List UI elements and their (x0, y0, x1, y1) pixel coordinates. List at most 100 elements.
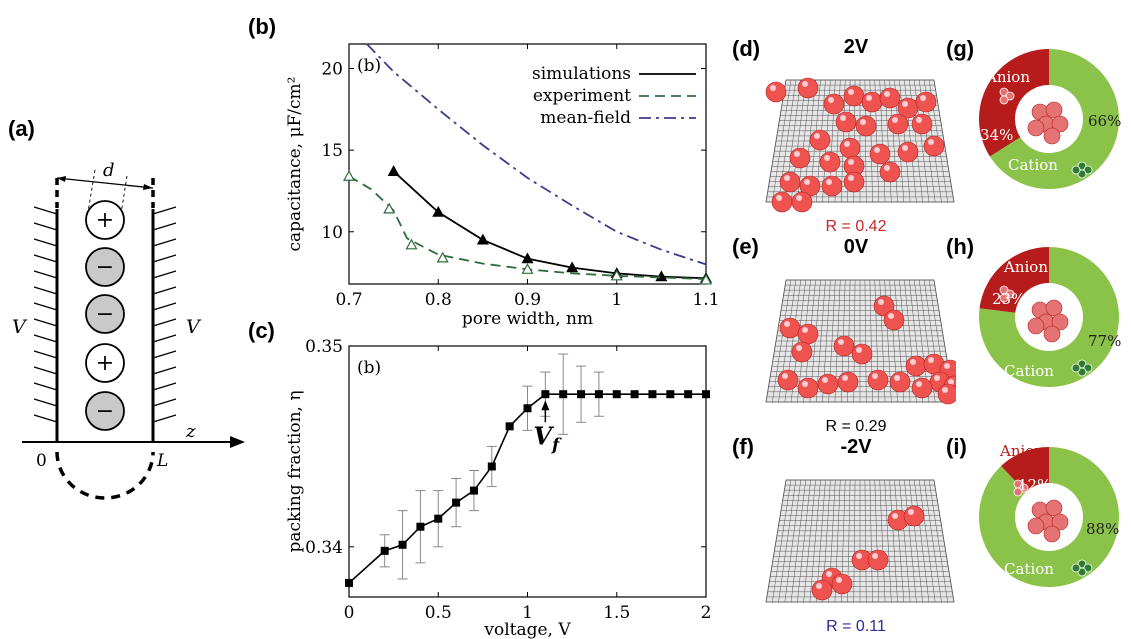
ion-highlight (784, 175, 790, 181)
cation-ion: + (85, 343, 125, 383)
ion-highlight (770, 85, 776, 91)
x-tick-label: 1.5 (603, 603, 630, 623)
ion-sign: − (96, 302, 114, 327)
anion-label: Anion (1003, 258, 1048, 276)
ion-sphere (889, 371, 911, 393)
anion-ion: − (85, 294, 125, 334)
series-line-mean-field (366, 43, 707, 266)
data-point-experiment (699, 273, 713, 285)
panel-label-c: (c) (248, 318, 275, 343)
ion-sphere (833, 335, 855, 357)
hatch-line (33, 302, 58, 311)
data-point (487, 462, 496, 471)
ion-sphere (923, 135, 945, 157)
ion-molecule-icon (1027, 101, 1069, 145)
ion-sphere (937, 383, 956, 405)
cation-percent: 88% (1086, 520, 1119, 538)
hatch-line (152, 414, 177, 423)
ion-sphere (861, 91, 883, 113)
anion-label: Anion (985, 68, 1030, 86)
anion-label: Anion (999, 442, 1044, 460)
simulation-snapshot: -2V R = 0.11 (756, 436, 956, 636)
ion-highlight (826, 571, 832, 577)
data-point-simulations (476, 233, 489, 245)
composition-donut: Anion 34% 66% Cation (979, 49, 1121, 189)
ion-highlight (804, 179, 810, 185)
legend-label: mean-field (540, 108, 631, 128)
ion-molecule-icon (1027, 299, 1069, 343)
panel-label-i: (i) (946, 434, 967, 459)
composition-donut: Anion 12% 88% Cation (979, 442, 1119, 587)
hatch-line (33, 238, 58, 247)
ion-sphere (843, 85, 865, 107)
cation-percent: 66% (1088, 112, 1121, 130)
x-tick-label: 0.7 (335, 290, 362, 310)
ion-sphere (905, 355, 927, 377)
graphene-sheet (765, 479, 955, 603)
ion-highlight (838, 339, 844, 345)
correlation-ratio: R = 0.42 (825, 218, 887, 235)
ion-highlight (908, 509, 914, 515)
cation-icon (1071, 559, 1093, 577)
ion-highlight (888, 313, 894, 319)
ion-highlight (848, 89, 854, 95)
ion-highlight (920, 95, 926, 101)
ion-highlight (892, 513, 898, 519)
ion-highlight (902, 101, 908, 107)
y-tick-label: 15 (321, 141, 343, 161)
ion-highlight (848, 159, 854, 165)
ion-highlight (802, 327, 808, 333)
data-point (594, 390, 603, 399)
y-tick-label: 0.35 (305, 337, 343, 357)
annotation-vf: Vf (533, 421, 562, 455)
ion-highlight (828, 97, 834, 103)
anion-percent: 23% (992, 290, 1025, 308)
ion-highlight (934, 375, 940, 381)
cation-label: Cation (1004, 560, 1054, 578)
data-point (577, 390, 586, 399)
ion-highlight (794, 151, 800, 157)
y-tick-label: 10 (321, 223, 343, 243)
v-left-label: V (12, 316, 28, 338)
data-point (702, 390, 710, 399)
hatch-line (33, 318, 58, 327)
anion-slice (979, 49, 1049, 157)
ion-sphere (811, 579, 833, 601)
ion-highlight (944, 363, 950, 369)
cation-label: Cation (1004, 362, 1054, 380)
anion-percent: 12% (1018, 476, 1051, 494)
capacitance-chart: 0.7 0.8 0.9 1 1.1 10 15 20 pore width, nm capacit… (285, 43, 720, 329)
correlation-ratio: R = 0.11 (826, 618, 886, 635)
data-point-experiment (383, 202, 396, 214)
adsorbed-ions (811, 505, 925, 601)
ion-sphere (869, 143, 891, 165)
cation-icon (1071, 161, 1093, 179)
cation-icon (1071, 359, 1093, 377)
ion-highlight (916, 381, 922, 387)
hatch-line (152, 318, 177, 327)
cation-label: Cation (1008, 156, 1058, 174)
ion-sphere (879, 161, 901, 183)
ion-sphere (797, 77, 819, 99)
data-point (452, 498, 461, 507)
ion-sphere (765, 81, 787, 103)
hatch-line (33, 254, 58, 263)
hatch-line (152, 286, 177, 295)
correlation-ratio: R = 0.29 (825, 418, 887, 435)
ion-highlight (824, 155, 830, 161)
data-point-simulations (655, 270, 668, 282)
data-point-simulations (432, 205, 445, 217)
data-point-simulations (387, 165, 400, 176)
hatch-line (33, 206, 58, 215)
data-point (380, 546, 389, 555)
ion-sphere (867, 549, 889, 571)
ion-highlight (948, 379, 954, 385)
ion-highlight (840, 115, 846, 121)
ion-highlight (802, 381, 808, 387)
ion-highlight (802, 81, 808, 87)
data-point (541, 390, 550, 399)
ion-highlight (894, 375, 900, 381)
panel-label-e: (e) (732, 234, 759, 259)
graphene-sheet-scene (765, 479, 955, 603)
ion-highlight (860, 119, 866, 125)
